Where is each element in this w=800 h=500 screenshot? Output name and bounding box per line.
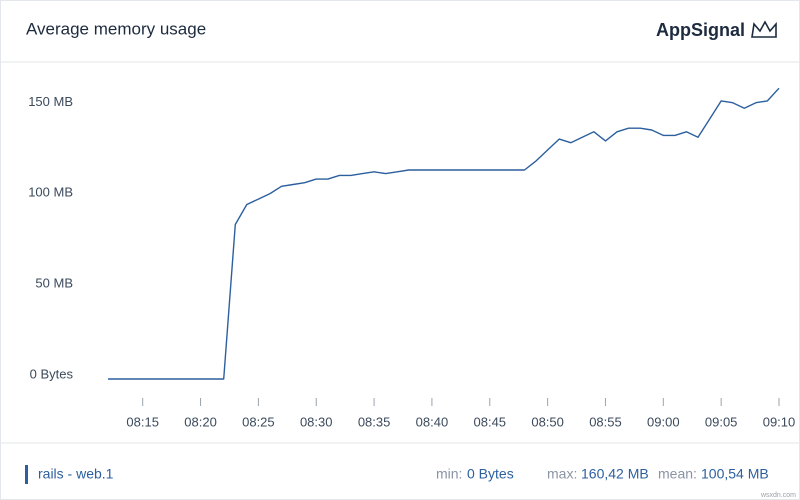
- x-tick-label: 08:45: [474, 414, 507, 429]
- x-tick-label: 08:20: [184, 414, 217, 429]
- stat-label: mean:: [658, 466, 697, 482]
- line-series: [108, 87, 780, 380]
- x-tick-label: 09:00: [647, 414, 680, 429]
- x-tick-label: 08:30: [300, 414, 333, 429]
- brand-logo: AppSignal: [656, 20, 745, 40]
- y-tick-label: 150 MB: [28, 94, 73, 109]
- stat-value: 0 Bytes: [467, 466, 514, 482]
- x-tick-label: 09:10: [763, 414, 796, 429]
- legend-label: rails - web.1: [38, 466, 114, 482]
- y-tick-label: 100 MB: [28, 185, 73, 200]
- x-tick-label: 08:15: [126, 414, 159, 429]
- watermark: wsxdn.com: [760, 492, 796, 499]
- brand-icon: [751, 20, 777, 38]
- x-tick-label: 08:55: [589, 414, 622, 429]
- x-tick-label: 08:35: [358, 414, 391, 429]
- x-tick-label: 09:05: [705, 414, 738, 429]
- y-tick-label: 0 Bytes: [30, 366, 74, 381]
- x-tick-label: 08:25: [242, 414, 275, 429]
- legend-swatch: [25, 465, 28, 484]
- stat-value: 100,54 MB: [701, 466, 769, 482]
- x-tick-label: 08:50: [531, 414, 564, 429]
- stat-label: min:: [436, 466, 462, 482]
- y-tick-label: 50 MB: [35, 276, 73, 291]
- stat-label: max:: [547, 466, 577, 482]
- stat-value: 160,42 MB: [581, 466, 649, 482]
- x-tick-label: 08:40: [416, 414, 449, 429]
- chart-title: Average memory usage: [26, 19, 206, 38]
